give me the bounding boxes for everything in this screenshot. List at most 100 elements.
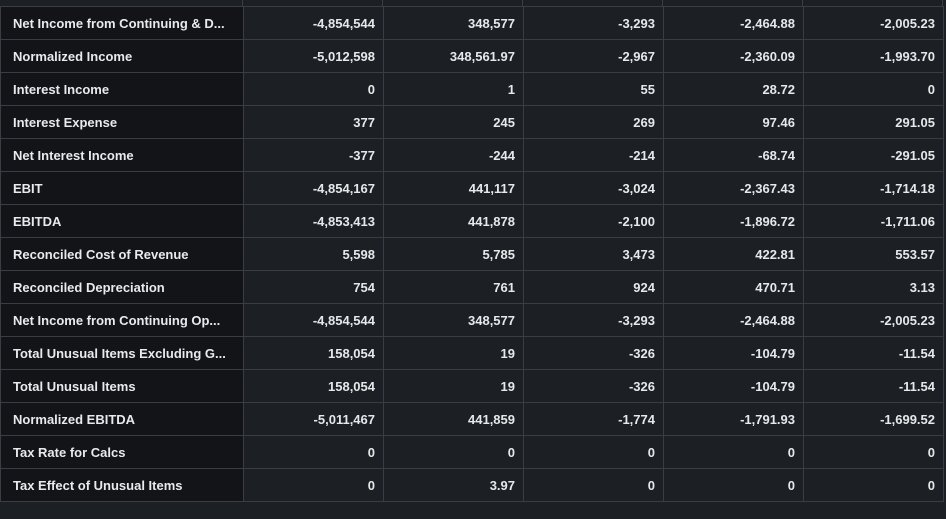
value-cell: -5,012,598 [243, 39, 384, 73]
value-cell: -1,714.18 [803, 171, 944, 205]
value-cell: -1,711.06 [803, 204, 944, 238]
table-row[interactable]: EBIT -4,854,167 441,117 -3,024 -2,367.43 -1,7… [0, 171, 944, 205]
row-label: EBITDA [0, 204, 244, 238]
value-cell: -4,854,544 [243, 303, 384, 337]
table-row[interactable]: Tax Rate for Calcs 0 0 0 0 0 [0, 435, 944, 469]
value-cell: -104.79 [663, 369, 804, 403]
table-row[interactable]: Interest Income 0 1 55 28.72 0 [0, 72, 944, 106]
value-cell: 348,577 [383, 6, 524, 40]
table-row[interactable]: Net Income from Continuing & D... -4,854,… [0, 6, 944, 40]
row-label: Total Unusual Items Excluding G... [0, 336, 244, 370]
value-cell: -5,011,467 [243, 402, 384, 436]
table-row[interactable]: Reconciled Cost of Revenue 5,598 5,785 3,47… [0, 237, 944, 271]
value-cell: 441,859 [383, 402, 524, 436]
row-label: Normalized EBITDA [0, 402, 244, 436]
table-row[interactable]: Tax Effect of Unusual Items 0 3.97 0 0 0 [0, 468, 944, 502]
table-row[interactable]: Total Unusual Items 158,054 19 -326 -104.79-… [0, 369, 944, 403]
value-cell: 0 [663, 435, 804, 469]
value-cell: -3,293 [523, 303, 664, 337]
value-cell: -244 [383, 138, 524, 172]
table-row[interactable]: Total Unusual Items Excluding G... 158,05… [0, 336, 944, 370]
row-label: Interest Expense [0, 105, 244, 139]
value-cell: -2,367.43 [663, 171, 804, 205]
row-label: Tax Effect of Unusual Items [0, 468, 244, 502]
financials-table-body: Net Income from Continuing & D... -4,854,… [0, 6, 944, 502]
value-cell: -4,854,544 [243, 6, 384, 40]
value-cell: 269 [523, 105, 664, 139]
value-cell: -104.79 [663, 336, 804, 370]
value-cell: -1,896.72 [663, 204, 804, 238]
value-cell: 0 [243, 468, 384, 502]
row-label: Interest Income [0, 72, 244, 106]
value-cell: 55 [523, 72, 664, 106]
value-cell: -326 [523, 369, 664, 403]
value-cell: -2,464.88 [663, 303, 804, 337]
value-cell: -1,699.52 [803, 402, 944, 436]
value-cell: -377 [243, 138, 384, 172]
row-label: Tax Rate for Calcs [0, 435, 244, 469]
value-cell: -1,993.70 [803, 39, 944, 73]
value-cell: 245 [383, 105, 524, 139]
value-cell: 19 [383, 369, 524, 403]
value-cell: -11.54 [803, 369, 944, 403]
value-cell: -326 [523, 336, 664, 370]
value-cell: 441,878 [383, 204, 524, 238]
table-top-edge [0, 0, 943, 6]
value-cell: 0 [803, 72, 944, 106]
table-row[interactable]: Interest Expense 377 245 269 97.46 291.05 [0, 105, 944, 139]
table-row[interactable]: Net Income from Continuing Op... -4,854,5… [0, 303, 944, 337]
value-cell: -3,024 [523, 171, 664, 205]
value-cell: -2,005.23 [803, 303, 944, 337]
row-label: Reconciled Depreciation [0, 270, 244, 304]
value-cell: 377 [243, 105, 384, 139]
value-cell: -2,464.88 [663, 6, 804, 40]
row-label: Net Income from Continuing Op... [0, 303, 244, 337]
financials-table: Net Income from Continuing & D... -4,854,… [0, 6, 944, 502]
value-cell: 3.13 [803, 270, 944, 304]
value-cell: -1,791.93 [663, 402, 804, 436]
value-cell: 761 [383, 270, 524, 304]
value-cell: 19 [383, 336, 524, 370]
value-cell: -2,100 [523, 204, 664, 238]
value-cell: 0 [663, 468, 804, 502]
value-cell: 0 [243, 435, 384, 469]
value-cell: 348,577 [383, 303, 524, 337]
table-row[interactable]: Normalized EBITDA -5,011,467 441,859 -1,774… [0, 402, 944, 436]
value-cell: 3,473 [523, 237, 664, 271]
value-cell: 28.72 [663, 72, 804, 106]
value-cell: 5,598 [243, 237, 384, 271]
table-row[interactable]: EBITDA -4,853,413 441,878 -2,100 -1,896.72 -1… [0, 204, 944, 238]
value-cell: -3,293 [523, 6, 664, 40]
table-row[interactable]: Reconciled Depreciation 754 761 924 470.71 3.… [0, 270, 944, 304]
value-cell: 348,561.97 [383, 39, 524, 73]
value-cell: 754 [243, 270, 384, 304]
value-cell: 0 [523, 468, 664, 502]
value-cell: -11.54 [803, 336, 944, 370]
value-cell: -1,774 [523, 402, 664, 436]
value-cell: 158,054 [243, 369, 384, 403]
value-cell: 291.05 [803, 105, 944, 139]
table-row[interactable]: Normalized Income -5,012,598 348,561.97 -2,… [0, 39, 944, 73]
value-cell: 422.81 [663, 237, 804, 271]
row-label: EBIT [0, 171, 244, 205]
value-cell: 553.57 [803, 237, 944, 271]
row-label: Net Income from Continuing & D... [0, 6, 244, 40]
value-cell: 0 [803, 468, 944, 502]
value-cell: -68.74 [663, 138, 804, 172]
value-cell: 97.46 [663, 105, 804, 139]
value-cell: -4,854,167 [243, 171, 384, 205]
value-cell: -2,360.09 [663, 39, 804, 73]
row-label: Total Unusual Items [0, 369, 244, 403]
table-row[interactable]: Net Interest Income -377 -244 -214 -68.74 -29… [0, 138, 944, 172]
value-cell: 5,785 [383, 237, 524, 271]
row-label: Reconciled Cost of Revenue [0, 237, 244, 271]
row-label: Net Interest Income [0, 138, 244, 172]
value-cell: -2,967 [523, 39, 664, 73]
value-cell: -4,853,413 [243, 204, 384, 238]
value-cell: -2,005.23 [803, 6, 944, 40]
value-cell: 0 [383, 435, 524, 469]
value-cell: 924 [523, 270, 664, 304]
value-cell: 1 [383, 72, 524, 106]
value-cell: 470.71 [663, 270, 804, 304]
